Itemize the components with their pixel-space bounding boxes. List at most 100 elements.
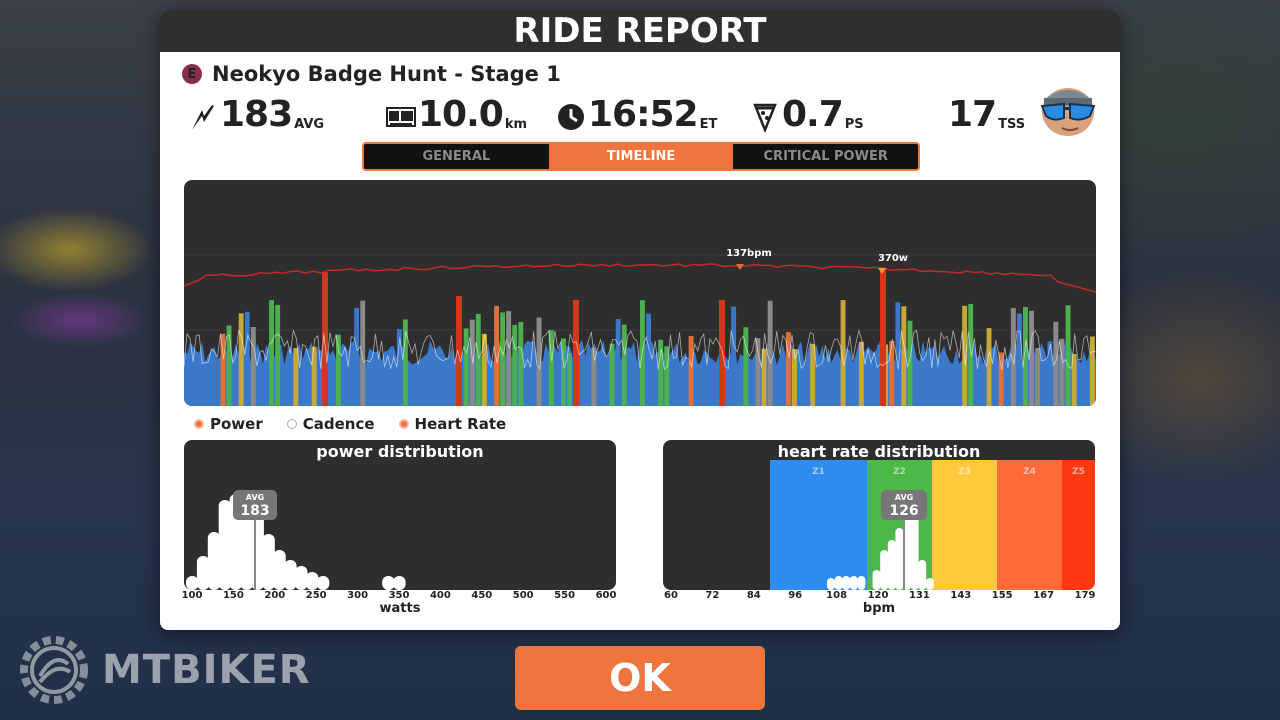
pizza-icon [750, 100, 780, 134]
power-sample-bar [664, 346, 670, 406]
avatar [1034, 78, 1100, 138]
power-sample-bar [567, 353, 572, 406]
hr-axis-tick: 60 [664, 590, 678, 601]
power-sample-bar [621, 324, 627, 406]
power-sample-bar [609, 343, 615, 406]
hr-histogram-bar [827, 578, 835, 590]
power-histogram-bar [393, 576, 406, 590]
power-sample-bar [907, 320, 913, 406]
toggle-off-icon [286, 419, 297, 429]
stat-tss-value: 17 [948, 94, 997, 135]
hr-zone-label: Z3 [958, 467, 971, 477]
power-axis-tick: 500 [512, 590, 534, 601]
legend-power[interactable]: Power [194, 415, 263, 433]
power-histogram-bar [382, 576, 395, 590]
hr-histogram-bar [895, 528, 904, 590]
hr-axis: 60 72 84 96 108 120 131 143 155 167 179 [663, 590, 1095, 604]
power-sample-bar [512, 324, 518, 406]
hr-zone-label: Z2 [893, 467, 906, 477]
power-axis-tick: 350 [388, 590, 410, 601]
hr-axis-tick: 179 [1074, 590, 1096, 601]
tab-timeline[interactable]: TIMELINE [548, 144, 734, 169]
power-sample-bar [1089, 336, 1095, 406]
power-sample-bar [1023, 306, 1028, 406]
power-sample-bar [986, 328, 992, 406]
stat-tss-unit: TSS [998, 117, 1026, 132]
power-histogram-bar [218, 500, 232, 590]
stat-distance: 10.0 km [386, 92, 527, 134]
ok-button[interactable]: OK [515, 646, 765, 710]
hr-zone-label: Z5 [1072, 467, 1085, 477]
power-sample-bar [269, 300, 274, 406]
power-sample-bar [275, 304, 281, 406]
watermark-text: MTBIKER [102, 647, 311, 693]
power-sample-bar [688, 336, 694, 406]
legend-label: Power [210, 415, 263, 433]
power-sample-bar [901, 306, 907, 406]
power-avg-label: AVG [246, 493, 264, 502]
power-distribution-plot: AVG 183 [186, 490, 406, 590]
hr-axis-tick: 155 [991, 590, 1013, 601]
hr-histogram-bar [880, 550, 889, 590]
power-sample-bar [500, 312, 506, 406]
hr-zone-label: Z1 [812, 467, 825, 477]
stat-power-unit: AVG [294, 117, 325, 132]
watermark-logo: MTBIKER [16, 630, 311, 710]
power-spike-bar [719, 300, 725, 406]
power-spike-bar [322, 272, 328, 406]
power-histogram-bar [284, 560, 297, 590]
legend-cadence[interactable]: Cadence [286, 415, 375, 433]
power-sample-bar [494, 305, 499, 406]
power-sample-bar [731, 306, 737, 406]
power-sample-bar [646, 313, 651, 406]
hr-distribution-plot: Z1 Z2 Z3 Z4 Z5 AVG 126 [770, 460, 1095, 590]
hr-zone-band [1062, 460, 1095, 590]
hr-axis-tick: 120 [867, 590, 889, 601]
power-sample-bar [311, 346, 317, 406]
power-sample-bar [354, 307, 360, 406]
hr-avg-value: 126 [889, 503, 918, 519]
stat-time-unit: ET [699, 117, 718, 132]
hr-histogram-bar [887, 540, 896, 590]
power-sample-bar [317, 350, 323, 406]
power-histogram-bar [305, 572, 319, 590]
hr-peak-marker [736, 264, 744, 270]
power-sample-bar [469, 319, 475, 406]
power-sample-bar [877, 344, 882, 406]
tab-critical-power[interactable]: CRITICAL POWER [763, 149, 888, 164]
hr-axis-tick: 143 [950, 590, 972, 601]
power-peak-label: 370w [878, 253, 908, 264]
ride-report-panel: RIDE REPORT E Neokyo Badge Hunt - Stage … [160, 10, 1120, 630]
power-axis-tick: 200 [264, 590, 286, 601]
power-sample-bar [968, 303, 974, 406]
power-sample-bar [548, 330, 554, 406]
stat-time-value: 16:52 [588, 94, 699, 135]
power-histogram-bar [273, 550, 286, 590]
power-axis-label: watts [379, 601, 421, 616]
toggle-on-icon [398, 419, 409, 429]
power-axis-tick: 250 [305, 590, 327, 601]
stat-power: 183 AVG [188, 92, 324, 134]
power-sample-bar [1017, 313, 1022, 406]
legend-heart-rate[interactable]: Heart Rate [398, 415, 506, 433]
power-sample-bar [895, 302, 901, 406]
hr-zone-band [932, 460, 997, 590]
hr-histogram-bar [910, 498, 919, 590]
stat-pizza-unit: PS [844, 117, 864, 132]
report-tabs: GENERAL TIMELINE CRITICAL POWER [362, 142, 920, 171]
power-sample-bar [506, 311, 512, 406]
gear-logo-icon [20, 636, 88, 704]
hr-axis-tick: 167 [1033, 590, 1055, 601]
category-badge: E [182, 64, 202, 84]
power-sample-bar [1029, 310, 1034, 406]
hr-histogram-bar [842, 576, 851, 590]
power-axis-tick: 150 [222, 590, 244, 601]
power-sample-bar [481, 333, 487, 406]
power-sample-bar [336, 334, 341, 406]
power-axis-tick: 400 [429, 590, 451, 601]
hr-distribution-chart: Z1 Z2 Z3 Z4 Z5 AVG 126 heart rate distributi… [663, 440, 1095, 590]
tab-general[interactable]: GENERAL [422, 149, 491, 164]
power-axis: 100 150 200 250 300 350 400 450 500 550 600 [182, 590, 617, 604]
hr-zone-band [770, 460, 867, 590]
power-avg-value: 183 [240, 503, 269, 519]
